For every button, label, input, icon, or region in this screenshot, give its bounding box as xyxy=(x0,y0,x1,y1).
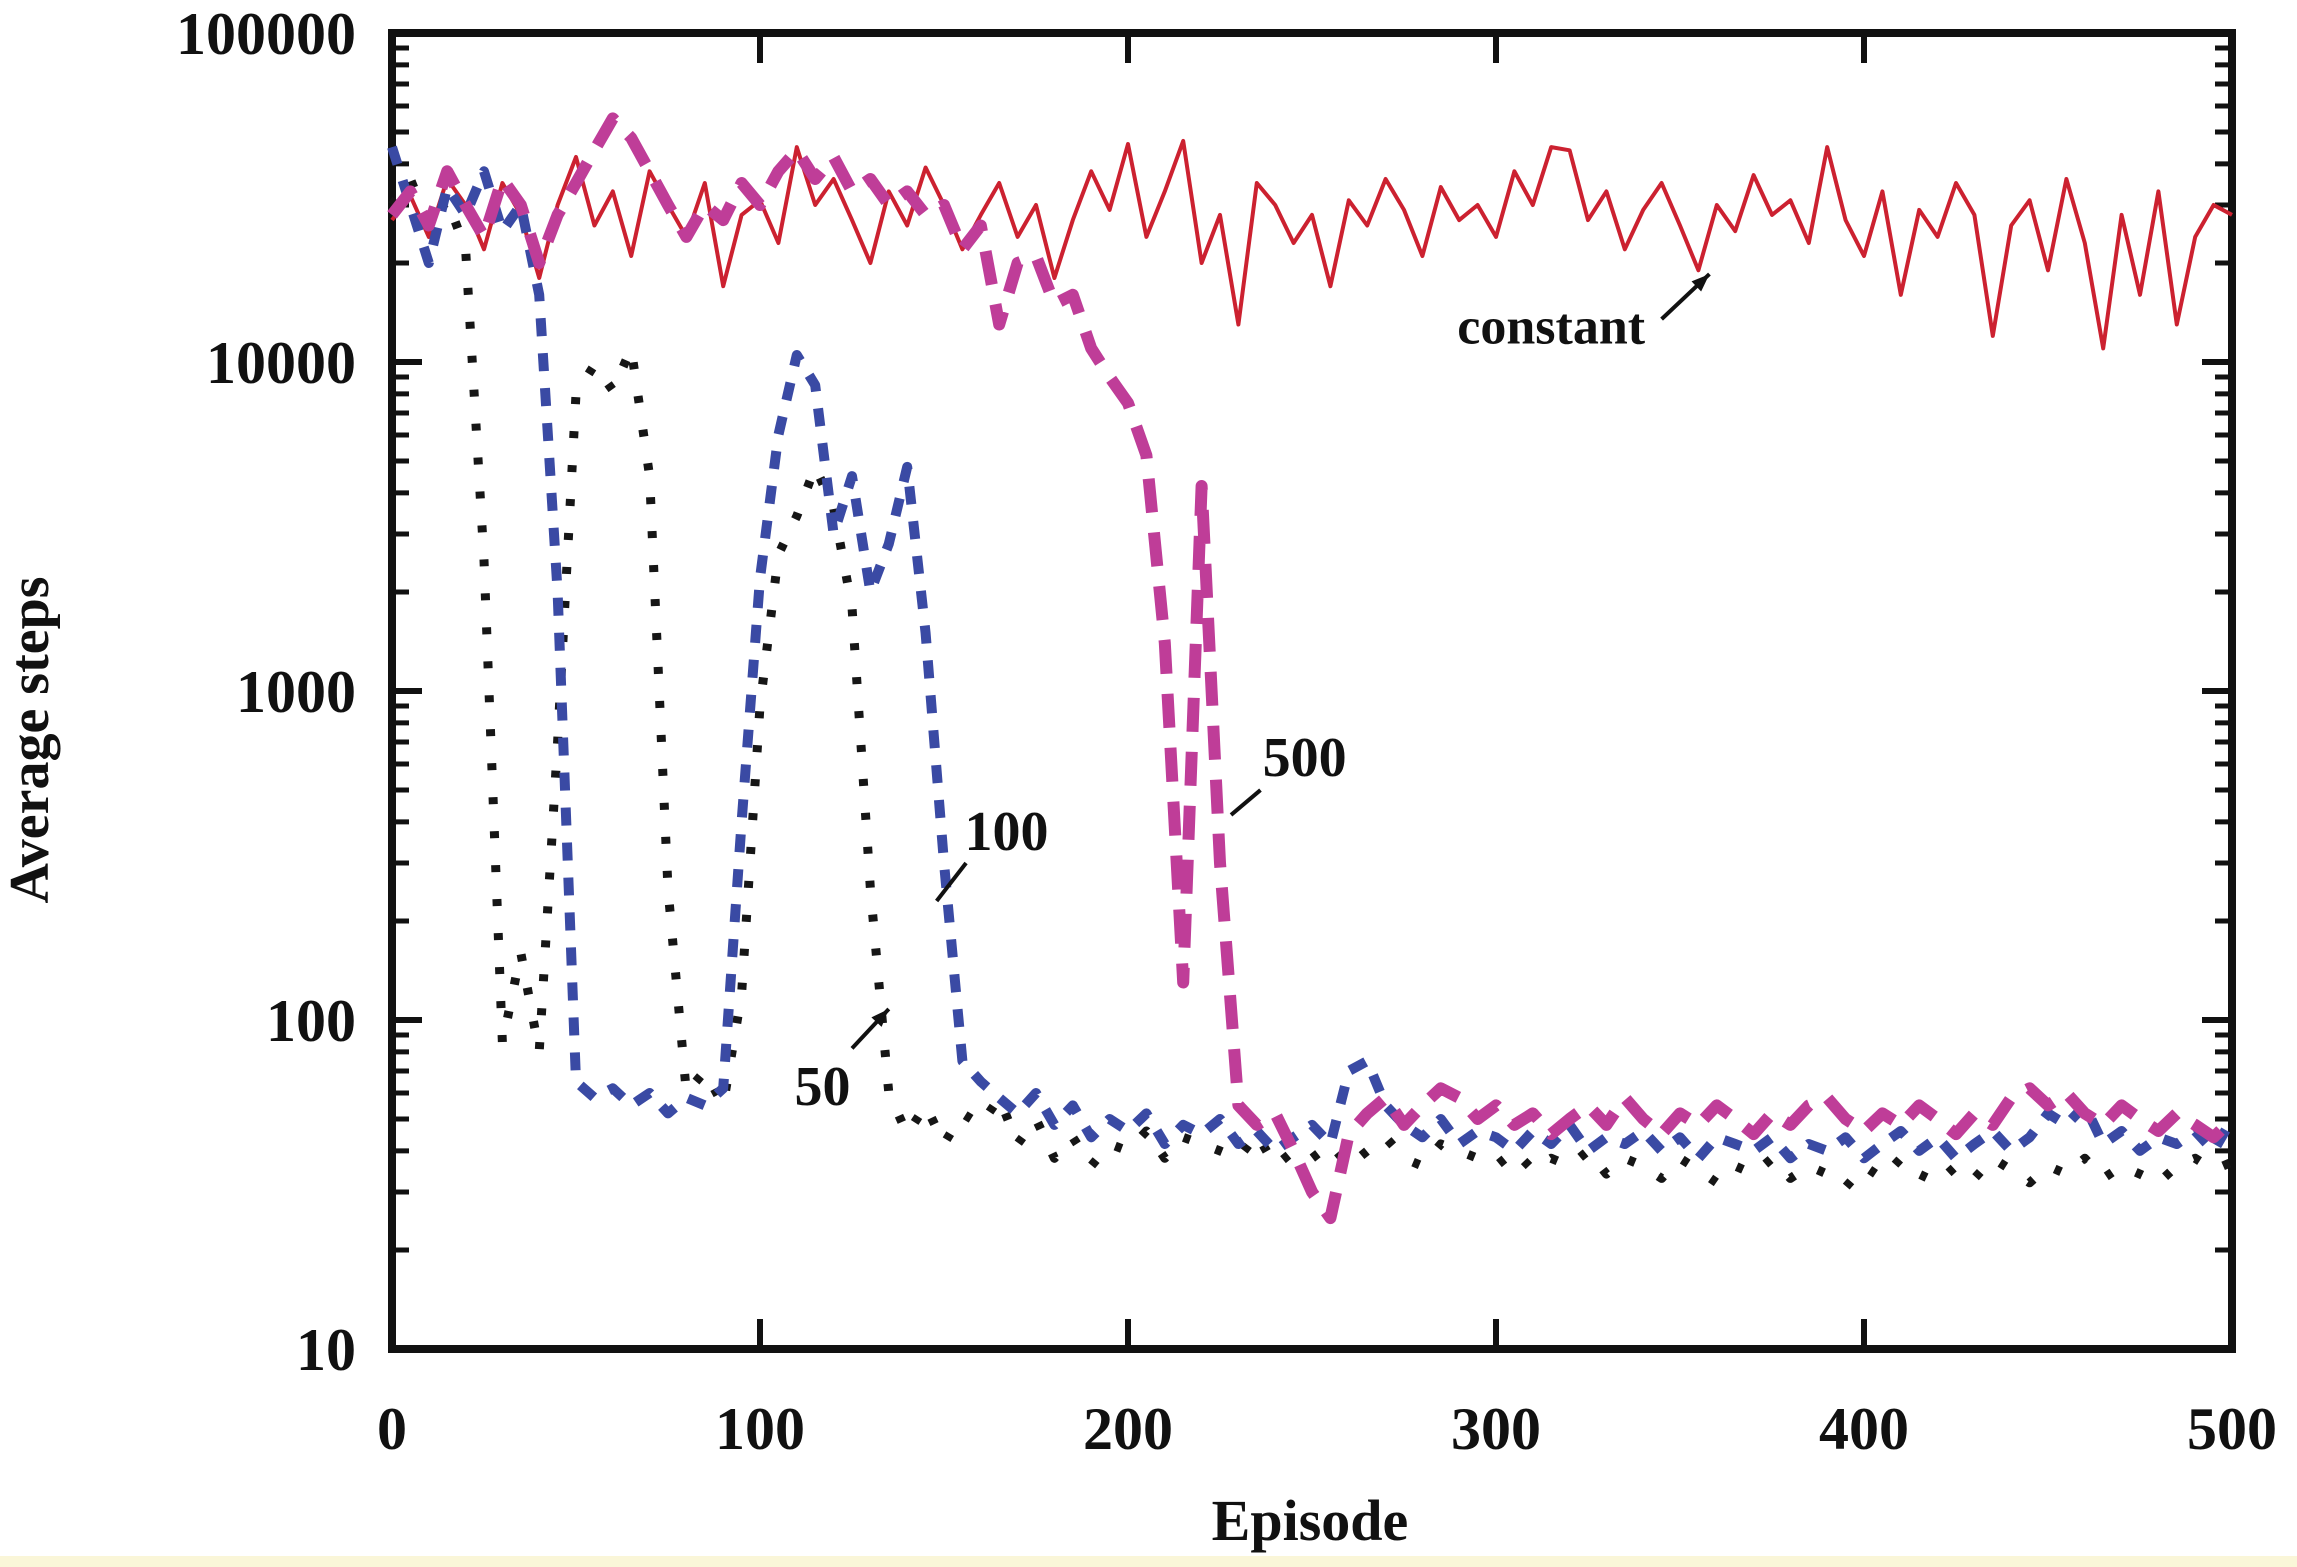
series-50 xyxy=(388,174,2234,1192)
annotation-leader-500 xyxy=(1229,788,1262,817)
y-tick-label: 10 xyxy=(296,1317,356,1383)
annotation-arrowhead-constant xyxy=(1691,274,1710,292)
x-tick-label: 300 xyxy=(1451,1396,1541,1462)
plot-layer: 10 100 1000 10000 100000 0 100 200 300 400 500 cons… xyxy=(176,1,2277,1462)
series-100 xyxy=(387,145,2237,1164)
annotation-500: 500 xyxy=(1263,727,1347,789)
x-tick-label: 0 xyxy=(377,1396,407,1462)
annotation-arrowhead-50 xyxy=(871,1009,889,1027)
series-constant xyxy=(390,138,2233,351)
y-tick-label: 100 xyxy=(266,988,356,1054)
x-tick-label: 200 xyxy=(1083,1396,1173,1462)
series-500 xyxy=(387,112,2237,1225)
y-axis-title: Average steps xyxy=(0,576,61,903)
x-tick-label: 400 xyxy=(1819,1396,1909,1462)
annotation-leader-100 xyxy=(935,861,968,903)
x-tick-label: 100 xyxy=(715,1396,805,1462)
y-tick-label: 1000 xyxy=(236,659,356,725)
x-tick-label: 500 xyxy=(2187,1396,2277,1462)
annotation-100: 100 xyxy=(965,801,1049,863)
x-axis-title: Episode xyxy=(1212,1488,1409,1553)
annotation-constant: constant xyxy=(1457,299,1645,356)
bottom-strip xyxy=(0,1556,2297,1567)
annotation-50: 50 xyxy=(795,1056,851,1118)
y-tick-label: 100000 xyxy=(176,1,356,67)
y-tick-label: 10000 xyxy=(206,330,356,396)
